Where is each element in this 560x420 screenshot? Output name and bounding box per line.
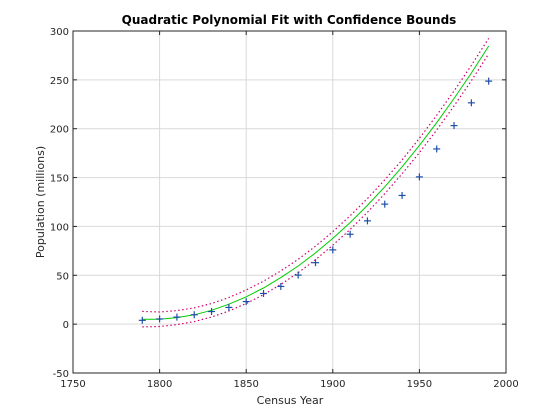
data-point	[242, 298, 250, 306]
data-point	[260, 289, 268, 297]
x-tick-label: 1900	[320, 379, 345, 390]
data-point	[363, 217, 371, 225]
confidence-bound-line	[142, 53, 490, 328]
y-tick-label: 50	[56, 271, 69, 282]
y-tick-label: 300	[50, 27, 69, 38]
data-point	[311, 259, 319, 267]
data-point	[329, 246, 337, 254]
grid	[72, 30, 507, 374]
data-point	[156, 315, 164, 323]
fit-line	[142, 45, 490, 320]
data-point	[225, 303, 233, 311]
y-axis: -50 0 50 100 150 200 250 300	[50, 27, 506, 380]
confidence-bound-line	[142, 37, 490, 313]
y-tick-label: 100	[50, 222, 69, 233]
x-tick-label: 1950	[407, 379, 432, 390]
chart-title: Quadratic Polynomial Fit with Confidence…	[122, 13, 457, 27]
series-layer	[138, 37, 493, 328]
y-tick-label: 150	[50, 174, 69, 185]
x-tick-label: 2000	[493, 379, 518, 390]
y-tick-label: -50	[53, 369, 69, 380]
y-tick-label: 250	[50, 76, 69, 87]
x-axis-label: Census Year	[257, 394, 324, 407]
x-tick-label: 1750	[60, 379, 85, 390]
x-tick-label: 1800	[147, 379, 172, 390]
x-axis: 1750 1800 1850 1900 1950 2000	[60, 31, 519, 390]
data-point	[208, 308, 216, 316]
data-point	[398, 191, 406, 199]
data-point	[173, 313, 181, 321]
data-point	[346, 230, 354, 238]
plot-frame	[72, 30, 507, 374]
data-point	[381, 200, 389, 208]
data-point	[294, 271, 302, 279]
data-point	[138, 316, 146, 324]
data-point	[450, 122, 458, 130]
y-axis-label: Population (millions)	[34, 146, 47, 258]
data-point	[433, 145, 441, 153]
data-point	[190, 311, 198, 319]
y-tick-label: 200	[50, 125, 69, 136]
data-point	[467, 99, 475, 107]
data-point	[277, 282, 285, 290]
x-tick-label: 1850	[233, 379, 258, 390]
data-point	[415, 173, 423, 181]
data-point	[485, 77, 493, 85]
y-tick-label: 0	[63, 320, 69, 331]
